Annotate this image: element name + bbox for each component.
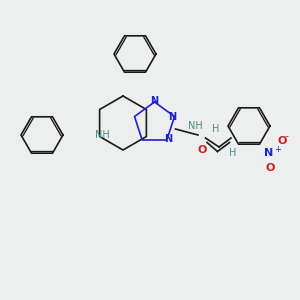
Text: N: N — [168, 112, 177, 122]
Text: -: - — [284, 131, 289, 142]
Text: N: N — [164, 134, 172, 145]
Text: O: O — [265, 163, 275, 173]
Text: N: N — [150, 96, 159, 106]
Text: H: H — [229, 148, 236, 158]
Text: NH: NH — [94, 130, 110, 140]
Text: N: N — [264, 148, 273, 158]
Text: O: O — [277, 136, 287, 146]
Text: O: O — [198, 145, 207, 155]
Text: +: + — [274, 146, 281, 154]
Text: NH: NH — [188, 121, 202, 131]
Text: H: H — [212, 124, 220, 134]
